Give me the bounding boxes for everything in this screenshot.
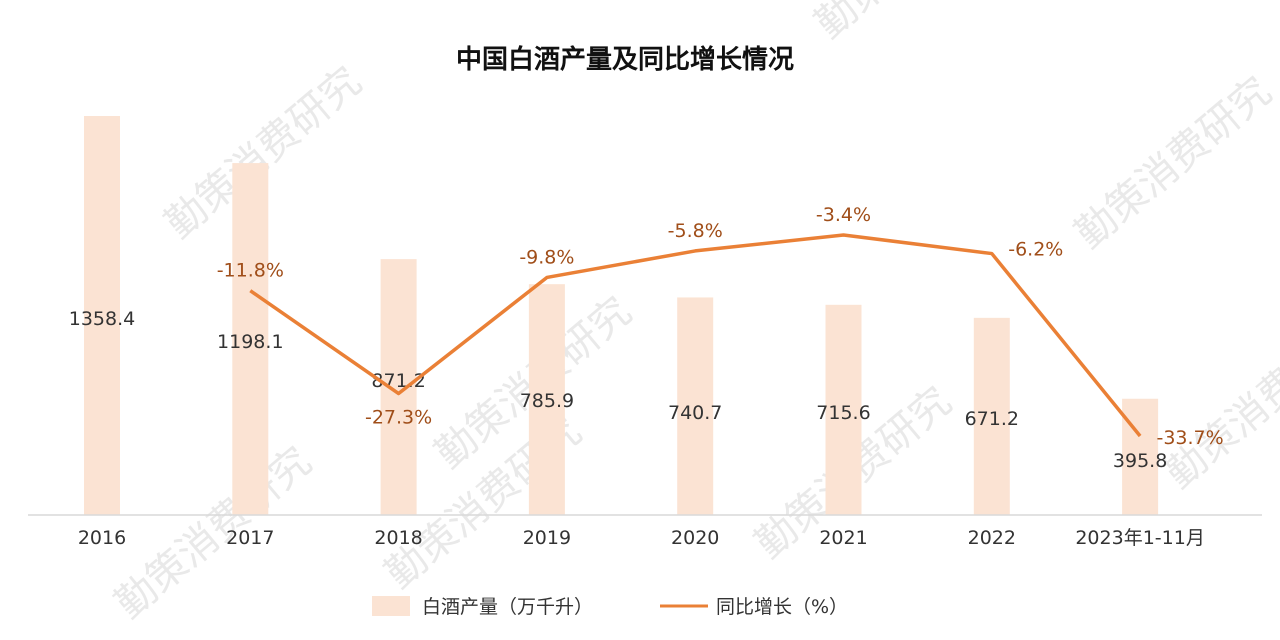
bar-value-label: 785.9 (520, 390, 574, 412)
legend: 白酒产量（万千升） 同比增长（%） (372, 596, 848, 618)
x-tick-label: 2019 (523, 527, 571, 549)
watermark-text: 勤策消费研究 (107, 438, 320, 628)
growth-value-label: -9.8% (519, 246, 574, 268)
bar-value-label: 1358.4 (69, 308, 135, 330)
x-tick-label: 2018 (374, 527, 422, 549)
x-tick-label: 2021 (819, 527, 867, 549)
chart-title: 中国白酒产量及同比增长情况 (456, 44, 794, 75)
bar (528, 284, 565, 515)
bar-value-label: 395.8 (1113, 450, 1167, 472)
bar (825, 304, 862, 515)
growth-value-label: -3.4% (816, 204, 871, 226)
bar-value-label: 871.2 (371, 370, 425, 392)
growth-line (249, 233, 1142, 438)
growth-value-label: -5.8% (668, 220, 723, 242)
bar (232, 163, 269, 515)
bar-value-label: 715.6 (816, 402, 870, 424)
x-tick-label: 2022 (968, 527, 1016, 549)
growth-value-label: -33.7% (1156, 427, 1223, 449)
bar-value-label: 1198.1 (217, 331, 283, 353)
x-tick-label: 2017 (226, 527, 274, 549)
watermark-text: 勤策消费研究 (807, 0, 1020, 48)
bar (84, 116, 120, 515)
growth-value-label: -27.3% (365, 407, 432, 429)
x-axis-ticks: 2016 2017 2018 2019 2020 2021 2022 2023年1-11月 (78, 527, 1205, 549)
watermark-text: 勤策消费研究 (1067, 68, 1280, 258)
bar (677, 297, 714, 515)
line-layer: -11.8% -27.3% -9.8% -5.8% -3.4% -6.2% -33.7% (217, 204, 1224, 449)
x-tick-label: 2016 (78, 527, 126, 549)
legend-label-bar: 白酒产量（万千升） (422, 596, 593, 618)
bar-value-label: 740.7 (668, 402, 722, 424)
legend-swatch-bar (372, 596, 410, 616)
growth-value-label: -6.2% (1008, 239, 1063, 261)
x-tick-label: 2020 (671, 527, 719, 549)
legend-label-line: 同比增长（%） (716, 596, 848, 618)
watermark-text: 勤策消费研究 (1157, 308, 1280, 498)
growth-value-label: -11.8% (217, 260, 284, 282)
bar (1122, 398, 1159, 515)
bar (973, 317, 1010, 515)
bar-value-label: 671.2 (965, 408, 1019, 430)
x-tick-label: 2023年1-11月 (1075, 527, 1204, 549)
